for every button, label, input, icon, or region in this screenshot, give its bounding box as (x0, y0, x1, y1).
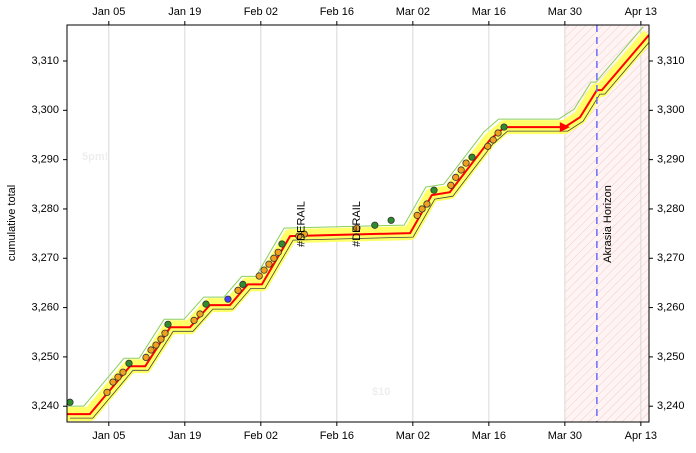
data-point (255, 272, 263, 280)
road-end-marker (559, 122, 570, 133)
x-tick-label: Jan 19 (168, 6, 201, 18)
y-tick-label: 3,250 (31, 351, 59, 363)
x-tick-label: Mar 16 (472, 430, 506, 442)
derail-label: #DERAIL (351, 201, 363, 247)
x-tick-label: Apr 13 (625, 430, 657, 442)
y-tick-label: 3,260 (657, 301, 685, 313)
y-axis-label: cumulative total (6, 185, 18, 261)
data-point (430, 186, 438, 194)
data-point (157, 335, 165, 343)
data-point (300, 230, 308, 238)
y-tick-label: 3,300 (31, 104, 59, 116)
y-tick-label: 3,310 (657, 55, 685, 67)
x-tick-label: Jan 19 (168, 430, 201, 442)
x-tick-label: Jan 05 (92, 6, 125, 18)
x-tick-label: Feb 16 (320, 430, 354, 442)
data-point (413, 211, 421, 219)
data-point (270, 254, 278, 262)
x-tick-label: Mar 30 (548, 430, 582, 442)
data-point (142, 353, 150, 361)
road-upper (67, 26, 644, 407)
data-point (67, 398, 74, 406)
data-point (260, 266, 268, 274)
watermark: 5pm! (82, 151, 108, 163)
x-tick-label: Feb 02 (244, 6, 278, 18)
plot-frame (66, 24, 650, 423)
horizon-label: Akrasia Horizon (602, 185, 614, 263)
data-point (468, 153, 476, 161)
y-tick-label: 3,270 (657, 252, 685, 264)
data-point (234, 286, 242, 294)
data-point (500, 123, 508, 131)
data-point (489, 136, 497, 144)
y-tick-label: 3,280 (31, 203, 59, 215)
data-point (224, 295, 232, 303)
derail-label: #DERAIL (295, 201, 307, 247)
data-point (119, 368, 127, 376)
data-point (202, 300, 210, 308)
data-point (103, 388, 111, 397)
road-line (67, 34, 649, 416)
data-point (423, 200, 431, 208)
y-tick-label: 3,310 (31, 55, 59, 67)
data-point (457, 166, 465, 174)
data-point (125, 359, 133, 367)
road-lower (70, 41, 649, 419)
x-tick-label: Feb 02 (244, 430, 278, 442)
data-point (274, 248, 282, 256)
data-point (147, 346, 155, 354)
y-tick-label: 3,280 (657, 203, 685, 215)
y-tick-label: 3,290 (31, 154, 59, 166)
data-point (239, 280, 247, 289)
data-point (494, 129, 502, 137)
x-tick-label: Jan 05 (92, 430, 125, 442)
data-point (109, 378, 117, 386)
data-point (190, 316, 198, 325)
data-point (353, 224, 361, 232)
data-point (371, 221, 379, 229)
data-point (164, 320, 172, 328)
data-point (387, 216, 395, 224)
x-tick-label: Apr 13 (625, 6, 657, 18)
x-tick-label: Feb 16 (320, 6, 354, 18)
x-tick-label: Mar 02 (396, 430, 430, 442)
data-point (161, 329, 169, 337)
y-tick-label: 3,270 (31, 252, 59, 264)
data-point (196, 310, 204, 318)
data-point (484, 142, 492, 150)
data-point (462, 159, 470, 167)
data-point (152, 341, 160, 349)
data-point (418, 205, 426, 213)
y-tick-label: 3,240 (657, 400, 685, 412)
x-tick-label: Mar 30 (548, 6, 582, 18)
data-point (447, 181, 455, 189)
data-point (265, 260, 273, 268)
y-tick-label: 3,300 (657, 104, 685, 116)
y-tick-label: 3,250 (657, 351, 685, 363)
y-tick-label: 3,260 (31, 301, 59, 313)
data-point (452, 173, 460, 181)
data-point (278, 240, 286, 248)
watermark: $10 (372, 386, 390, 398)
data-point (114, 373, 122, 381)
x-tick-label: Mar 16 (472, 6, 506, 18)
x-tick-label: Mar 02 (396, 6, 430, 18)
y-tick-label: 3,240 (31, 400, 59, 412)
y-tick-label: 3,290 (657, 154, 685, 166)
